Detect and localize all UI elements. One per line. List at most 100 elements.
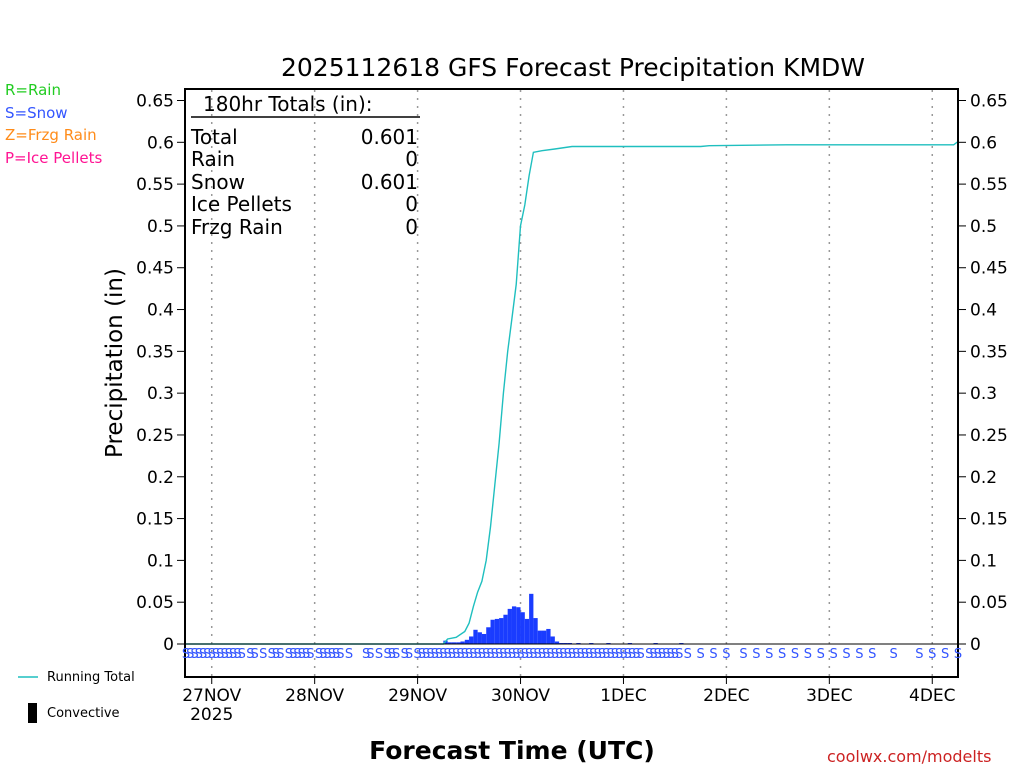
ptype-marker: S: [195, 647, 203, 662]
precip-bar: [490, 619, 495, 644]
ptype-marker: S: [658, 647, 666, 662]
ptype-marker: S: [474, 647, 482, 662]
ptype-marker: S: [516, 647, 524, 662]
ptype-marker: S: [323, 647, 331, 662]
precip-bar: [503, 614, 508, 644]
ptype-marker: S: [868, 647, 876, 662]
ptype-marker: S: [190, 647, 198, 662]
y-tick-label-right: 0.25: [970, 426, 1008, 446]
x-tick-sublabel: 2025: [190, 705, 233, 725]
precip-bar: [541, 630, 547, 644]
y-tick-label-right: 0.1: [970, 551, 997, 571]
x-tick-label: 4DEC: [909, 686, 956, 706]
ptype-marker: S: [628, 647, 636, 662]
y-tick-label-left: 0.5: [147, 217, 174, 237]
precip-bar: [546, 628, 551, 644]
y-tick-label-right: 0.65: [970, 92, 1008, 112]
x-tick-label: 29NOV: [388, 686, 447, 706]
precip-bar: [499, 618, 504, 644]
ptype-marker: S: [439, 647, 447, 662]
y-tick-label-left: 0.05: [136, 593, 174, 613]
ptype-marker: S: [229, 647, 237, 662]
ptype-marker: S: [585, 647, 593, 662]
ptype-marker: S: [508, 647, 516, 662]
ptype-marker: S: [495, 647, 503, 662]
ptype-marker: S: [332, 647, 340, 662]
ptype-marker: S: [238, 647, 246, 662]
ptype-marker: S: [443, 647, 451, 662]
totals-box: 180hr Totals (in): Total 0.601 Rain 0 Sn…: [190, 92, 420, 239]
y-tick-label-left: 0.15: [136, 510, 174, 530]
ptype-marker: S: [954, 647, 962, 662]
ptype-marker: S: [928, 647, 936, 662]
ptype-marker: S: [675, 647, 683, 662]
precip-bar: [511, 606, 517, 644]
totals-label-ice: Ice Pellets: [191, 192, 292, 216]
ptype-marker: S: [426, 647, 434, 662]
ptype-marker: S: [636, 647, 644, 662]
y-tick-label-right: 0.45: [970, 259, 1008, 279]
ptype-marker: S: [778, 647, 786, 662]
y-tick-label-right: 0.5: [970, 217, 997, 237]
vertical-gridlines: [210, 90, 934, 676]
ptype-marker: S: [602, 647, 610, 662]
ptype-marker: S: [529, 647, 537, 662]
watermark: coolwx.com/modelts: [827, 747, 992, 766]
ptype-marker: S: [405, 647, 413, 662]
y-tick-label-right: 0.15: [970, 510, 1008, 530]
x-tick-label: 27NOV: [182, 686, 241, 706]
precip-bar: [550, 636, 555, 644]
x-tick-label: 30NOV: [491, 686, 550, 706]
ptype-marker: S: [525, 647, 533, 662]
ptype-marker: S: [306, 647, 314, 662]
precip-bar: [537, 630, 542, 644]
precip-bar: [481, 633, 487, 644]
legend-running-total-label: Running Total: [47, 670, 135, 685]
ptype-marker: S: [212, 647, 220, 662]
ptype-marker: S: [302, 647, 310, 662]
ptype-marker: S: [581, 647, 589, 662]
ptype-marker: S: [486, 647, 494, 662]
x-tick-label: 2DEC: [703, 686, 750, 706]
totals-label-snow: Snow: [191, 170, 245, 194]
ptype-marker: S: [216, 647, 224, 662]
ptype-marker: S: [259, 647, 267, 662]
totals-value-rain: 0: [405, 147, 418, 171]
ptype-marker: S: [598, 647, 606, 662]
ptype-marker: S: [512, 647, 520, 662]
y-tick-label-right: 0.2: [970, 468, 997, 488]
ptype-marker: S: [469, 647, 477, 662]
ptype-marker: S: [829, 647, 837, 662]
precip-bar: [529, 593, 534, 644]
plot-frame: [184, 88, 959, 678]
precip-bar: [447, 642, 452, 644]
legend-freezing-rain: Z=Frzg Rain: [5, 126, 97, 144]
ptype-marker: S: [606, 647, 614, 662]
totals-header: 180hr Totals (in):: [203, 92, 373, 116]
totals-value-snow: 0.601: [361, 170, 418, 194]
ptype-marker: S: [684, 647, 692, 662]
ptype-marker: S: [461, 647, 469, 662]
precip-bar: [520, 612, 525, 644]
y-tick-label-left: 0.2: [147, 468, 174, 488]
y-tick-label-left: 0.25: [136, 426, 174, 446]
ptype-marker: S: [422, 647, 430, 662]
ptype-marker: S: [662, 647, 670, 662]
y-tick-label-right: 0.3: [970, 384, 997, 404]
ptype-marker: S: [538, 647, 546, 662]
ptype-marker: S: [465, 647, 473, 662]
x-axis-label: Forecast Time (UTC): [369, 736, 655, 765]
y-tick-label-right: 0.05: [970, 593, 1008, 613]
precip-bar: [451, 642, 457, 644]
ptype-marker: S: [619, 647, 627, 662]
ptype-marker: S: [542, 647, 550, 662]
y-tick-label-left: 0.6: [147, 133, 174, 153]
y-tick-label-right: 0.55: [970, 175, 1008, 195]
ptype-marker: S: [366, 647, 374, 662]
ptype-marker: S: [739, 647, 747, 662]
y-tick-label-left: 0.4: [147, 301, 174, 321]
precip-bar: [456, 642, 461, 644]
totals-label-frzg: Frzg Rain: [191, 215, 283, 239]
x-tick-label: 3DEC: [806, 686, 853, 706]
